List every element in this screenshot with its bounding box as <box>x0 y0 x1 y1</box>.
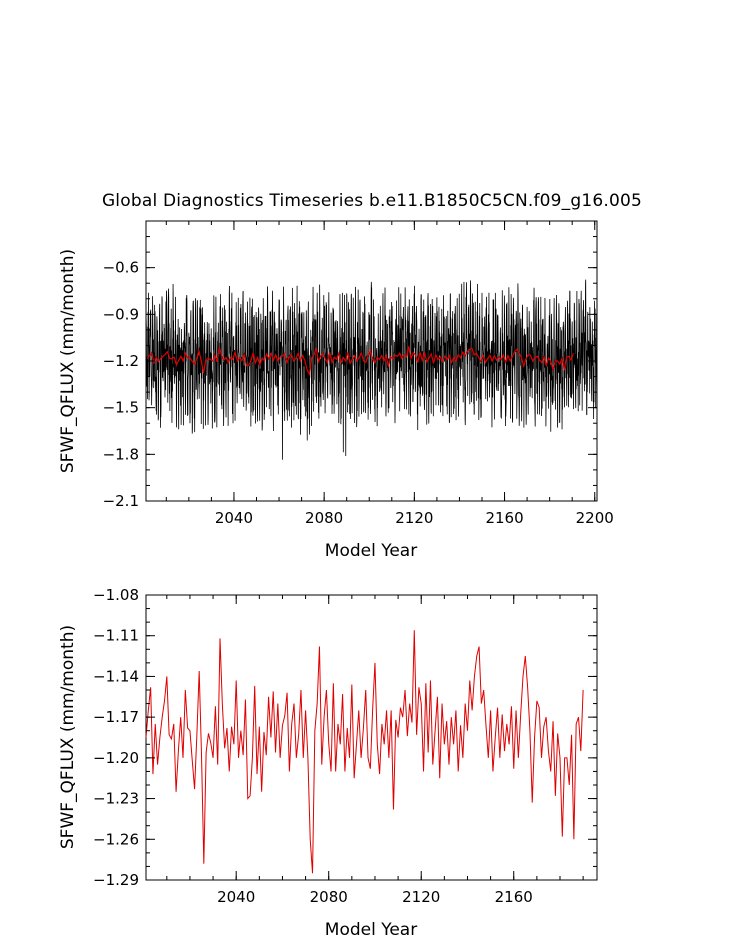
y-tick-label: −0.6 <box>103 259 139 277</box>
chart-2-annual-line <box>145 630 584 874</box>
y-tick-label: −2.1 <box>103 492 139 510</box>
x-tick-label: 2080 <box>310 888 348 906</box>
x-tick-label: 2120 <box>395 509 433 527</box>
y-tick-label: −1.26 <box>93 830 139 848</box>
chart-1-y-axis-label: SFWF_QFLUX (mm/month) <box>58 249 78 473</box>
y-tick-label: −1.8 <box>103 445 139 463</box>
x-tick-label: 2040 <box>215 509 253 527</box>
chart-1-annual-line <box>146 346 574 377</box>
y-tick-label: −1.23 <box>93 790 139 808</box>
chart-1: 2040 2080 2120 2160 2200 −0.6 −0.9 −1.2 −1.5 −1.8… <box>58 220 614 561</box>
x-tick-label: 2080 <box>305 509 343 527</box>
x-tick-label: 2120 <box>402 888 440 906</box>
chart-1-annual-series <box>146 346 574 377</box>
x-tick-label: 2160 <box>485 509 523 527</box>
x-tick-label: 2200 <box>576 509 614 527</box>
y-tick-label: −0.9 <box>103 305 139 323</box>
y-tick-label: −1.5 <box>103 399 139 417</box>
chart-1-monthly-series <box>145 279 598 460</box>
chart-1-ticks: 2040 2080 2120 2160 2200 −0.6 −0.9 −1.2 −1.5 −1.8… <box>103 220 614 527</box>
y-tick-label: −1.20 <box>93 749 139 767</box>
chart-2-annual-series <box>145 630 584 874</box>
x-tick-label: 2160 <box>495 888 533 906</box>
y-tick-label: −1.2 <box>103 352 139 370</box>
y-tick-label: −1.14 <box>93 667 139 685</box>
y-tick-label: −1.11 <box>93 627 139 645</box>
chart-2-y-axis-label: SFWF_QFLUX (mm/month) <box>58 625 78 849</box>
chart-2: 2040 2080 2120 2160 −1.08 −1.11 −1.14 −1.17 −1.2… <box>58 586 598 940</box>
y-tick-label: −1.08 <box>93 586 139 604</box>
chart-1-x-axis-label: Model Year <box>325 541 417 561</box>
y-tick-label: −1.29 <box>93 871 139 889</box>
chart-1-monthly-line <box>145 279 598 460</box>
chart-2-x-axis-label: Model Year <box>325 920 417 940</box>
y-tick-label: −1.17 <box>93 708 139 726</box>
x-tick-label: 2040 <box>217 888 255 906</box>
chart-1-title: Global Diagnostics Timeseries b.e11.B185… <box>102 191 642 211</box>
chart-2-ticks: 2040 2080 2120 2160 −1.08 −1.11 −1.14 −1.17 −1.2… <box>93 586 597 906</box>
